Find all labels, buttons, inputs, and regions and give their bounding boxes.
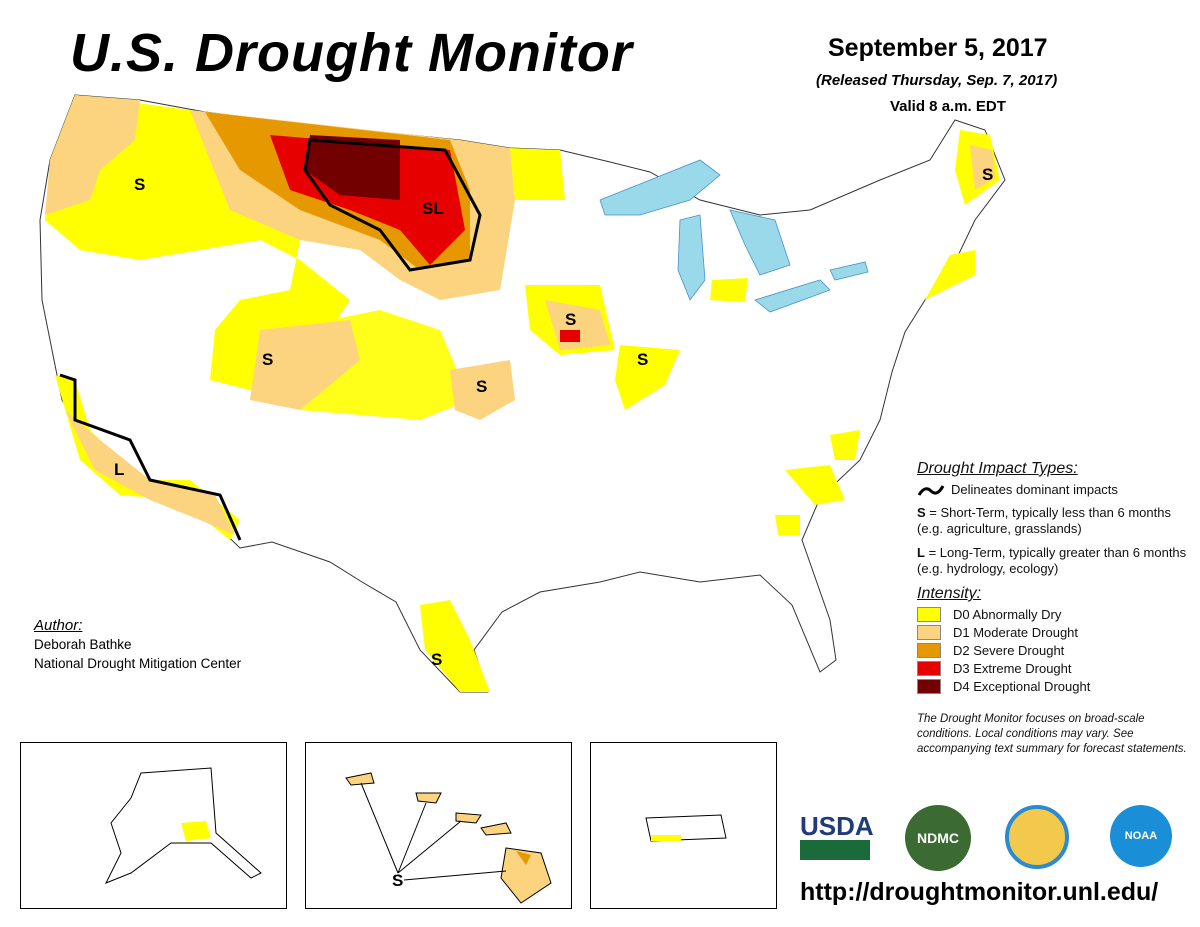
legend-label: D1 Moderate Drought: [953, 625, 1079, 640]
l-key: L: [917, 545, 925, 560]
usda-logo-text: USDA: [800, 811, 874, 841]
impact-label-l: L: [114, 460, 124, 479]
d1-california: [65, 410, 235, 535]
intensity-heading: Intensity:: [917, 585, 982, 602]
impact-label-s: S: [431, 650, 442, 669]
impact-boundary-california: [59, 373, 242, 541]
page-title: U.S. Drought Monitor: [70, 23, 633, 83]
ndmc-logo: NDMC: [905, 805, 971, 871]
impact-boundary-northern-plains: [303, 138, 482, 272]
d4-montana: [305, 135, 400, 200]
lake-erie: [754, 279, 831, 313]
squiggle-line-icon: [917, 484, 945, 496]
impact-labels: S SL S S S S S L S: [114, 165, 993, 669]
impact-label-s: S: [134, 175, 145, 194]
d0-texas: [420, 600, 490, 692]
l-text: = Long-Term, typically greater than 6 mo…: [917, 545, 1187, 576]
impact-label-s: S: [565, 310, 576, 329]
d0-southeast: [785, 465, 845, 505]
d1-kansas: [450, 360, 515, 420]
legend-label: D3 Extreme Drought: [953, 661, 1072, 676]
impact-label-s: S: [262, 350, 273, 369]
d1-washington: [45, 95, 140, 215]
d0-georgia: [775, 515, 800, 535]
great-lakes: [599, 159, 869, 313]
alaska-inset: [20, 742, 287, 909]
d1-maine: [970, 145, 995, 190]
legend-d4: D4 Exceptional Drought: [917, 679, 1187, 694]
doc-seal-logo: [1005, 805, 1069, 869]
noaa-logo: NOAA: [1110, 805, 1172, 867]
author-org: National Drought Mitigation Center: [34, 656, 242, 671]
usda-logo: USDA: [800, 811, 874, 862]
delineates-row: Delineates dominant impacts: [917, 482, 1187, 497]
s-text: = Short-Term, typically less than 6 mont…: [917, 505, 1171, 536]
swatch-d2: [917, 643, 941, 658]
hawaii-inset: S: [305, 742, 572, 909]
disclaimer-note: The Drought Monitor focuses on broad-sca…: [917, 713, 1187, 755]
valid-time: Valid 8 a.m. EDT: [890, 98, 1006, 115]
legend-label: D4 Exceptional Drought: [953, 679, 1091, 694]
s-key: S: [917, 505, 926, 520]
legend-label: D0 Abnormally Dry: [953, 607, 1062, 622]
short-term-key: S = Short-Term, typically less than 6 mo…: [917, 505, 1187, 537]
lake-superior: [599, 159, 721, 216]
release-date: (Released Thursday, Sep. 7, 2017): [816, 72, 1058, 89]
puerto-rico-inset: [590, 742, 777, 909]
lake-ontario: [829, 261, 869, 281]
swatch-d1: [917, 625, 941, 640]
d1-colorado: [250, 320, 360, 410]
impact-lines: [59, 138, 482, 541]
map-date: September 5, 2017: [828, 34, 1048, 62]
legend-d0: D0 Abnormally Dry: [917, 607, 1187, 622]
author-heading: Author:: [34, 617, 83, 634]
d0-michigan: [710, 278, 748, 302]
delineates-text: Delineates dominant impacts: [951, 482, 1118, 497]
website-url[interactable]: http://droughtmonitor.unl.edu/: [800, 878, 1159, 906]
d0-illinois: [615, 345, 680, 410]
conus-map: S SL S S S S S L S: [39, 94, 1006, 693]
impact-label-s: S: [982, 165, 993, 184]
d3-iowa: [560, 330, 580, 342]
legend-d2: D2 Severe Drought: [917, 643, 1187, 658]
author-name: Deborah Bathke: [34, 637, 132, 652]
long-term-key: L = Long-Term, typically greater than 6 …: [917, 545, 1187, 577]
impact-label-s: S: [476, 377, 487, 396]
author-block: Author: Deborah Bathke National Drought …: [34, 616, 241, 673]
swatch-d3: [917, 661, 941, 676]
impact-label-s: S: [637, 350, 648, 369]
impact-label-sl: SL: [422, 199, 444, 218]
lake-michigan: [677, 214, 706, 301]
impact-types-heading: Drought Impact Types:: [917, 460, 1078, 477]
legend-d1: D1 Moderate Drought: [917, 625, 1187, 640]
legend-label: D2 Severe Drought: [953, 643, 1065, 658]
d0-virginia: [830, 430, 860, 460]
legend: Drought Impact Types: Delineates dominan…: [917, 460, 1187, 757]
drought-areas: [45, 95, 1000, 692]
impact-label-s: S: [392, 871, 403, 890]
lake-huron: [729, 209, 791, 276]
d0-ndakota: [510, 148, 565, 200]
swatch-d4: [917, 679, 941, 694]
swatch-d0: [917, 607, 941, 622]
d0-new-england: [925, 250, 975, 300]
legend-d3: D3 Extreme Drought: [917, 661, 1187, 676]
